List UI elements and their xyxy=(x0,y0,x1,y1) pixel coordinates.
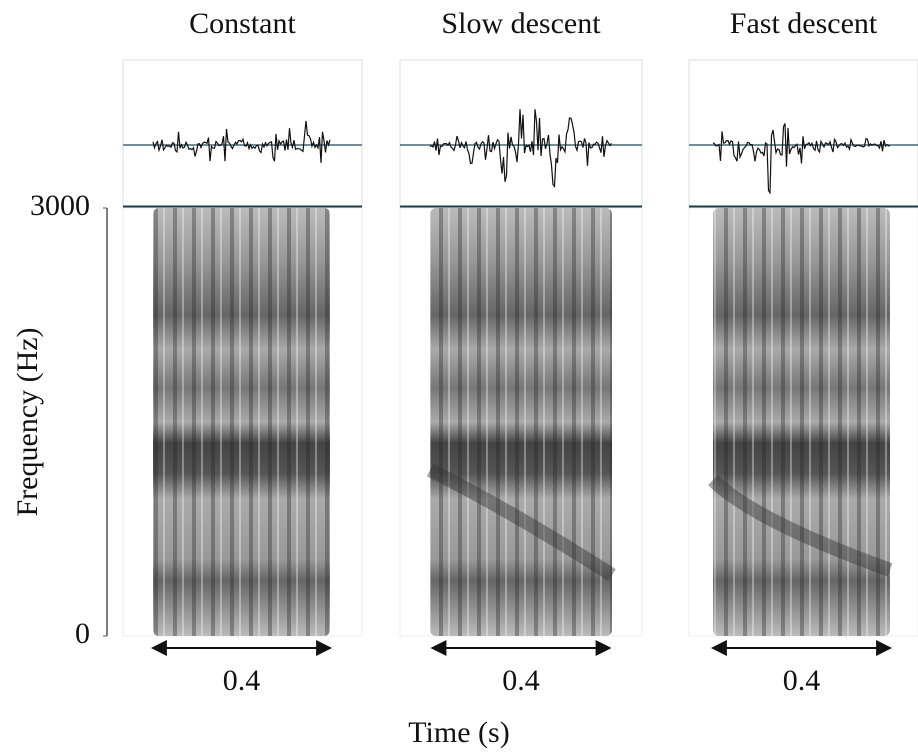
y-tick-label: 0 xyxy=(75,617,90,650)
waveform-frame xyxy=(688,59,918,209)
waveform xyxy=(429,109,612,189)
panel-title: Fast descent xyxy=(730,7,878,40)
spectrogram-texture xyxy=(153,208,330,636)
formant-glide xyxy=(708,474,893,577)
panel-title: Constant xyxy=(189,7,296,40)
y-tick-label: 3000 xyxy=(30,189,90,222)
waveform xyxy=(152,120,331,163)
spectrogram-texture xyxy=(713,208,890,636)
y-axis-label: Frequency (Hz) xyxy=(11,327,44,516)
duration-label: 0.4 xyxy=(783,664,821,697)
waveform xyxy=(712,123,891,195)
formant-glide xyxy=(426,463,616,581)
x-axis-label: Time (s) xyxy=(408,716,509,749)
waveform-frame xyxy=(122,59,363,209)
duration-label: 0.4 xyxy=(223,664,261,697)
panel-title: Slow descent xyxy=(441,7,601,40)
spectrogram-texture xyxy=(430,208,612,636)
duration-label: 0.4 xyxy=(502,664,540,697)
